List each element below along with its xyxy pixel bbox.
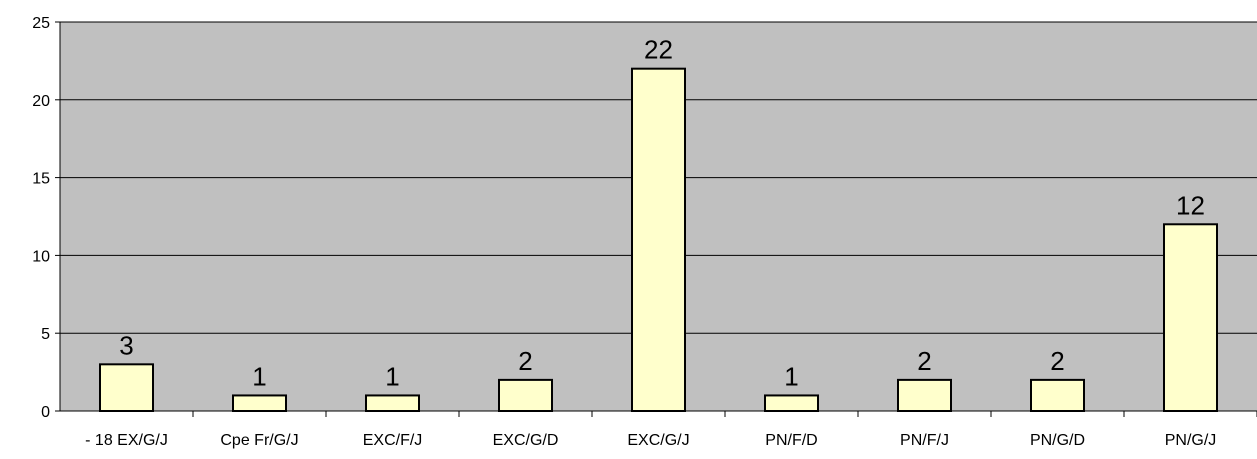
x-tick-label: PN/F/D bbox=[765, 432, 817, 449]
bar-pn-g-d bbox=[1030, 378, 1085, 413]
data-label: 2 bbox=[518, 346, 532, 376]
bar-pn-f-j bbox=[897, 378, 952, 413]
y-tick-label: 20 bbox=[32, 93, 50, 110]
data-label: 22 bbox=[644, 35, 673, 65]
x-tick-label: PN/G/D bbox=[1030, 432, 1085, 449]
axes bbox=[55, 21, 1257, 417]
bar-18-ex-g-j bbox=[99, 363, 154, 413]
data-label: 1 bbox=[252, 361, 266, 391]
x-tick-label: PN/G/J bbox=[1165, 432, 1217, 449]
bar-pn-g-j bbox=[1163, 223, 1218, 412]
x-tick-label: EXC/G/J bbox=[627, 432, 689, 449]
x-tick-label: EXC/G/D bbox=[493, 432, 559, 449]
data-label: 1 bbox=[784, 361, 798, 391]
bar-exc-g-j bbox=[631, 67, 686, 413]
bars bbox=[99, 67, 1218, 413]
bar-cpe-fr-g-j bbox=[232, 394, 287, 413]
data-label: 3 bbox=[119, 330, 133, 360]
x-tick-label: PN/F/J bbox=[900, 432, 949, 449]
y-tick-label: 25 bbox=[32, 15, 50, 32]
y-axis-tick-labels: 0 5 10 15 20 25 bbox=[32, 15, 50, 421]
x-tick-label: Cpe Fr/G/J bbox=[220, 432, 298, 449]
y-tick-label: 5 bbox=[41, 326, 50, 343]
data-label: 2 bbox=[917, 346, 931, 376]
bar-exc-g-d bbox=[498, 378, 553, 413]
y-tick-label: 0 bbox=[41, 404, 50, 421]
data-label: 12 bbox=[1176, 190, 1205, 220]
y-tick-label: 15 bbox=[32, 171, 50, 188]
x-tick-label: - 18 EX/G/J bbox=[85, 432, 168, 449]
bar-pn-f-d bbox=[764, 394, 819, 413]
data-label: 1 bbox=[385, 361, 399, 391]
x-tick-label: EXC/F/J bbox=[363, 432, 423, 449]
x-axis-tick-labels: - 18 EX/G/J Cpe Fr/G/J EXC/F/J EXC/G/D EXC/G… bbox=[85, 432, 1216, 449]
bar-exc-f-j bbox=[365, 394, 420, 413]
data-label: 2 bbox=[1050, 346, 1064, 376]
y-tick-label: 10 bbox=[32, 248, 50, 265]
